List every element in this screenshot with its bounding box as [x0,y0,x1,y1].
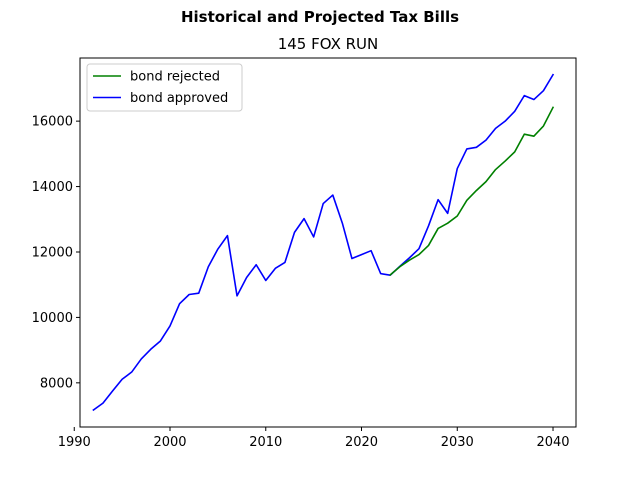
x-tick-label: 2020 [345,435,378,450]
y-tick-label: 10000 [32,311,73,326]
y-tick-label: 14000 [32,180,73,195]
x-tick-label: 2030 [441,435,474,450]
y-tick-label: 8000 [40,376,73,391]
series-line-bond-rejected [389,106,555,277]
x-tick-label: 2000 [153,435,186,450]
plot-area [92,73,555,412]
y-tick-label: 16000 [32,115,73,130]
y-tick-label: 12000 [32,245,73,260]
chart-suptitle: Historical and Projected Tax Bills [181,8,459,26]
x-tick-label: 1990 [58,435,91,450]
legend: bond rejected bond approved [86,63,243,112]
legend-box [86,63,243,112]
legend-label: bond rejected [130,70,220,85]
legend-label: bond approved [130,91,228,106]
series-line-bond-approved [92,73,555,412]
axes: 1990 2000 2010 2020 2030 2040 8000 10000 12000 14… [32,57,577,450]
plot-frame [79,57,577,428]
x-tick-label: 2040 [536,435,569,450]
chart-title: 145 FOX RUN [278,35,379,53]
x-tick-label: 2010 [249,435,282,450]
